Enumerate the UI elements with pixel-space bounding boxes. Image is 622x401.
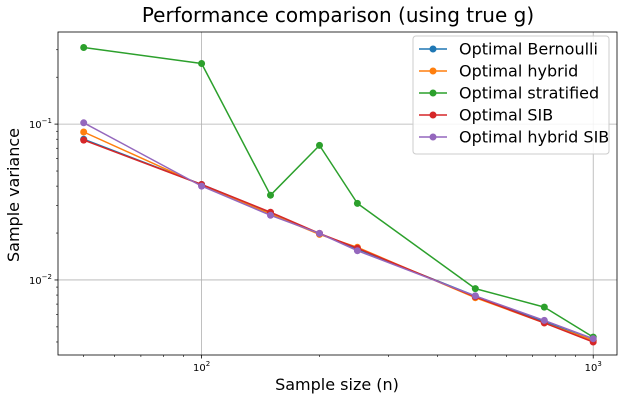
- chart-title: Performance comparison (using true g): [142, 3, 534, 27]
- data-point: [198, 182, 206, 190]
- data-point: [471, 285, 479, 293]
- ticks: 102 103 10−2 10−1: [29, 49, 602, 374]
- legend-label: Optimal hybrid: [459, 62, 578, 81]
- data-point: [267, 191, 274, 199]
- data-point: [80, 136, 88, 144]
- legend-item: Optimal Bernoulli: [419, 40, 598, 59]
- data-point: [540, 303, 548, 311]
- x-tick-label: 102: [193, 360, 210, 374]
- axes: [57, 31, 618, 356]
- data-point: [316, 141, 323, 149]
- axes-frame: [57, 31, 618, 356]
- data-point: [316, 229, 323, 237]
- series-line: [83, 46, 594, 338]
- legend-label: Optimal hybrid SIB: [459, 128, 609, 147]
- x-tick-label: 103: [585, 360, 602, 374]
- legend-box: [412, 35, 610, 155]
- legend-swatch-marker: [429, 67, 437, 75]
- legend-item: Optimal hybrid SIB: [419, 128, 609, 147]
- data-point: [353, 247, 361, 255]
- data-point: [353, 199, 361, 207]
- series-5: [80, 119, 597, 343]
- legend-item: Optimal SIB: [419, 106, 553, 125]
- y-tick-label: 10−2: [29, 273, 52, 287]
- legend: Optimal Bernoulli Optimal hybrid Optimal s…: [412, 35, 610, 155]
- legend-item: Optimal stratified: [419, 84, 599, 103]
- legend-label: Optimal stratified: [459, 84, 599, 103]
- series-layer: [80, 44, 597, 346]
- legend-swatch-marker: [429, 89, 437, 97]
- series-line: [83, 139, 594, 343]
- legend-label: Optimal SIB: [459, 106, 553, 125]
- x-axis-label: Sample size (n): [275, 375, 399, 394]
- data-point: [540, 316, 548, 324]
- data-point: [80, 44, 88, 51]
- data-point: [80, 128, 88, 136]
- data-point: [471, 292, 479, 300]
- data-point: [198, 60, 206, 67]
- data-point: [267, 211, 274, 219]
- y-tick-label: 10−1: [29, 117, 52, 131]
- legend-swatch-marker: [429, 45, 437, 53]
- legend-swatch-marker: [429, 111, 437, 119]
- legend-swatch-marker: [429, 133, 437, 141]
- series-line: [83, 122, 594, 340]
- legend-label: Optimal Bernoulli: [459, 40, 598, 59]
- data-point: [80, 119, 88, 127]
- legend-item: Optimal hybrid: [419, 62, 578, 81]
- y-axis-label: Sample variance: [4, 128, 23, 262]
- data-point: [589, 335, 597, 343]
